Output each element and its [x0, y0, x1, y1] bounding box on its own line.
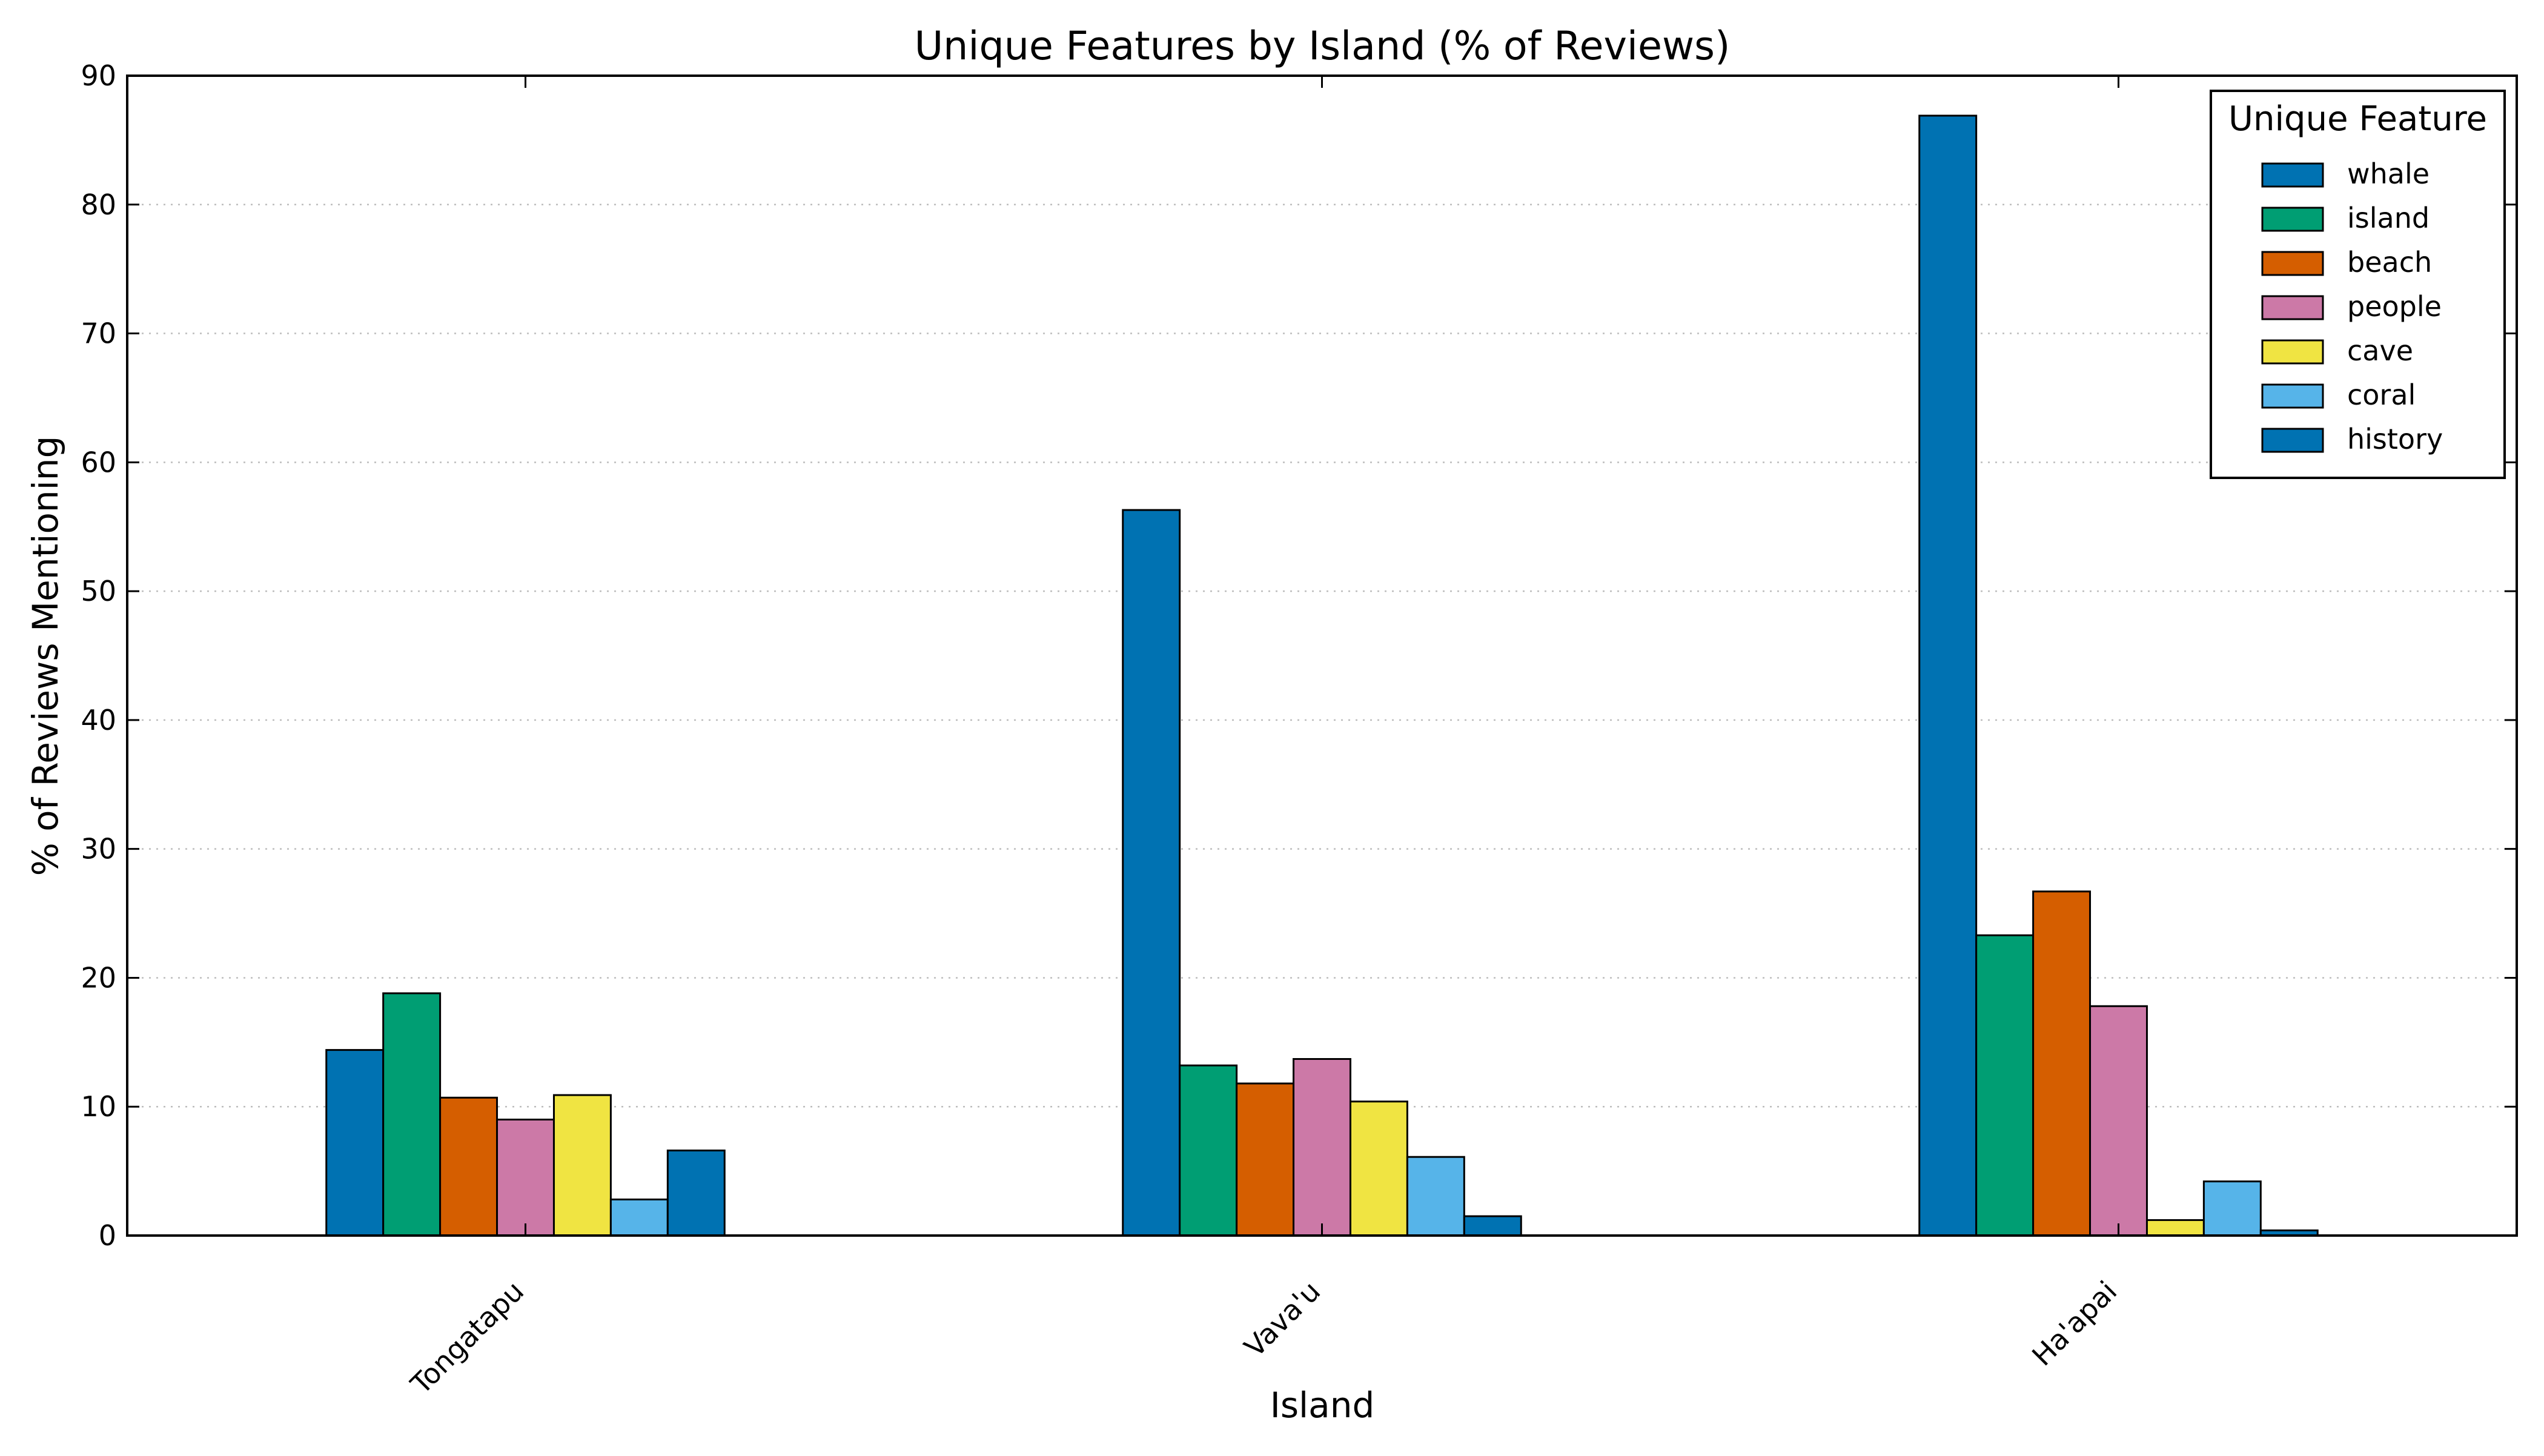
legend-label-whale: whale — [2347, 157, 2430, 190]
bar-beach — [1236, 1082, 1295, 1237]
bar-beach — [439, 1096, 499, 1237]
chart-title: Unique Features by Island (% of Reviews) — [915, 24, 1731, 69]
bar-island — [1179, 1064, 1238, 1237]
legend-swatch-cave — [2261, 339, 2324, 365]
bar-whale — [325, 1049, 385, 1237]
x-tick-label: Tongatapu — [404, 1275, 530, 1401]
y-tick-label: 30 — [81, 833, 116, 865]
y-tick-label: 0 — [99, 1219, 116, 1252]
bar-people — [1293, 1057, 1351, 1237]
legend-swatch-people — [2261, 295, 2324, 320]
bar-people — [496, 1119, 555, 1237]
bar-people — [2089, 1005, 2148, 1237]
legend-swatch-history — [2261, 428, 2324, 453]
legend-swatch-whale — [2261, 162, 2324, 188]
bar-beach — [2032, 890, 2092, 1237]
legend-label-history: history — [2347, 423, 2443, 455]
legend: Unique Feature whale island beach people cave… — [2210, 90, 2506, 479]
legend-label-coral: coral — [2347, 379, 2416, 411]
legend-label-beach: beach — [2347, 246, 2432, 279]
bar-island — [1975, 934, 2035, 1237]
bar-coral — [609, 1198, 669, 1237]
y-tick-label: 90 — [81, 59, 116, 92]
bar-whale — [1918, 114, 1978, 1237]
bar-cave — [1349, 1100, 1408, 1237]
legend-box — [2210, 90, 2506, 479]
legend-label-people: people — [2347, 290, 2442, 323]
bar-whale — [1122, 509, 1181, 1237]
x-axis-label: Island — [1270, 1385, 1375, 1426]
bar-history — [1463, 1215, 1522, 1237]
legend-swatch-beach — [2261, 251, 2324, 276]
bars — [325, 114, 2319, 1237]
grid-lines — [127, 204, 2517, 1108]
y-tick-label: 60 — [81, 446, 116, 478]
x-tick-label: Ha'apai — [2026, 1275, 2123, 1372]
bar-cave — [2145, 1219, 2205, 1237]
legend-swatch-coral — [2261, 383, 2324, 409]
bar-coral — [1406, 1156, 1465, 1237]
bar-coral — [2202, 1180, 2262, 1237]
y-tick-label: 40 — [81, 704, 116, 736]
legend-swatch-island — [2261, 207, 2324, 232]
y-tick-label: 70 — [81, 317, 116, 350]
legend-title: Unique Feature — [2228, 99, 2487, 139]
legend-label-island: island — [2347, 202, 2430, 234]
x-tick-label: Vava'u — [1238, 1275, 1327, 1364]
y-tick-label: 50 — [81, 575, 116, 607]
y-axis-label: % of Reviews Mentioning — [25, 436, 66, 876]
bar-island — [382, 992, 442, 1237]
legend-label-cave: cave — [2347, 334, 2413, 367]
y-tick-label: 10 — [81, 1090, 116, 1123]
y-tick-label: 80 — [81, 188, 116, 221]
y-tick-label: 20 — [81, 961, 116, 994]
y-axis: 0 10 20 30 40 50 60 70 80 90 — [81, 59, 2517, 1252]
bar-history — [666, 1150, 726, 1237]
bar-cave — [552, 1094, 612, 1237]
